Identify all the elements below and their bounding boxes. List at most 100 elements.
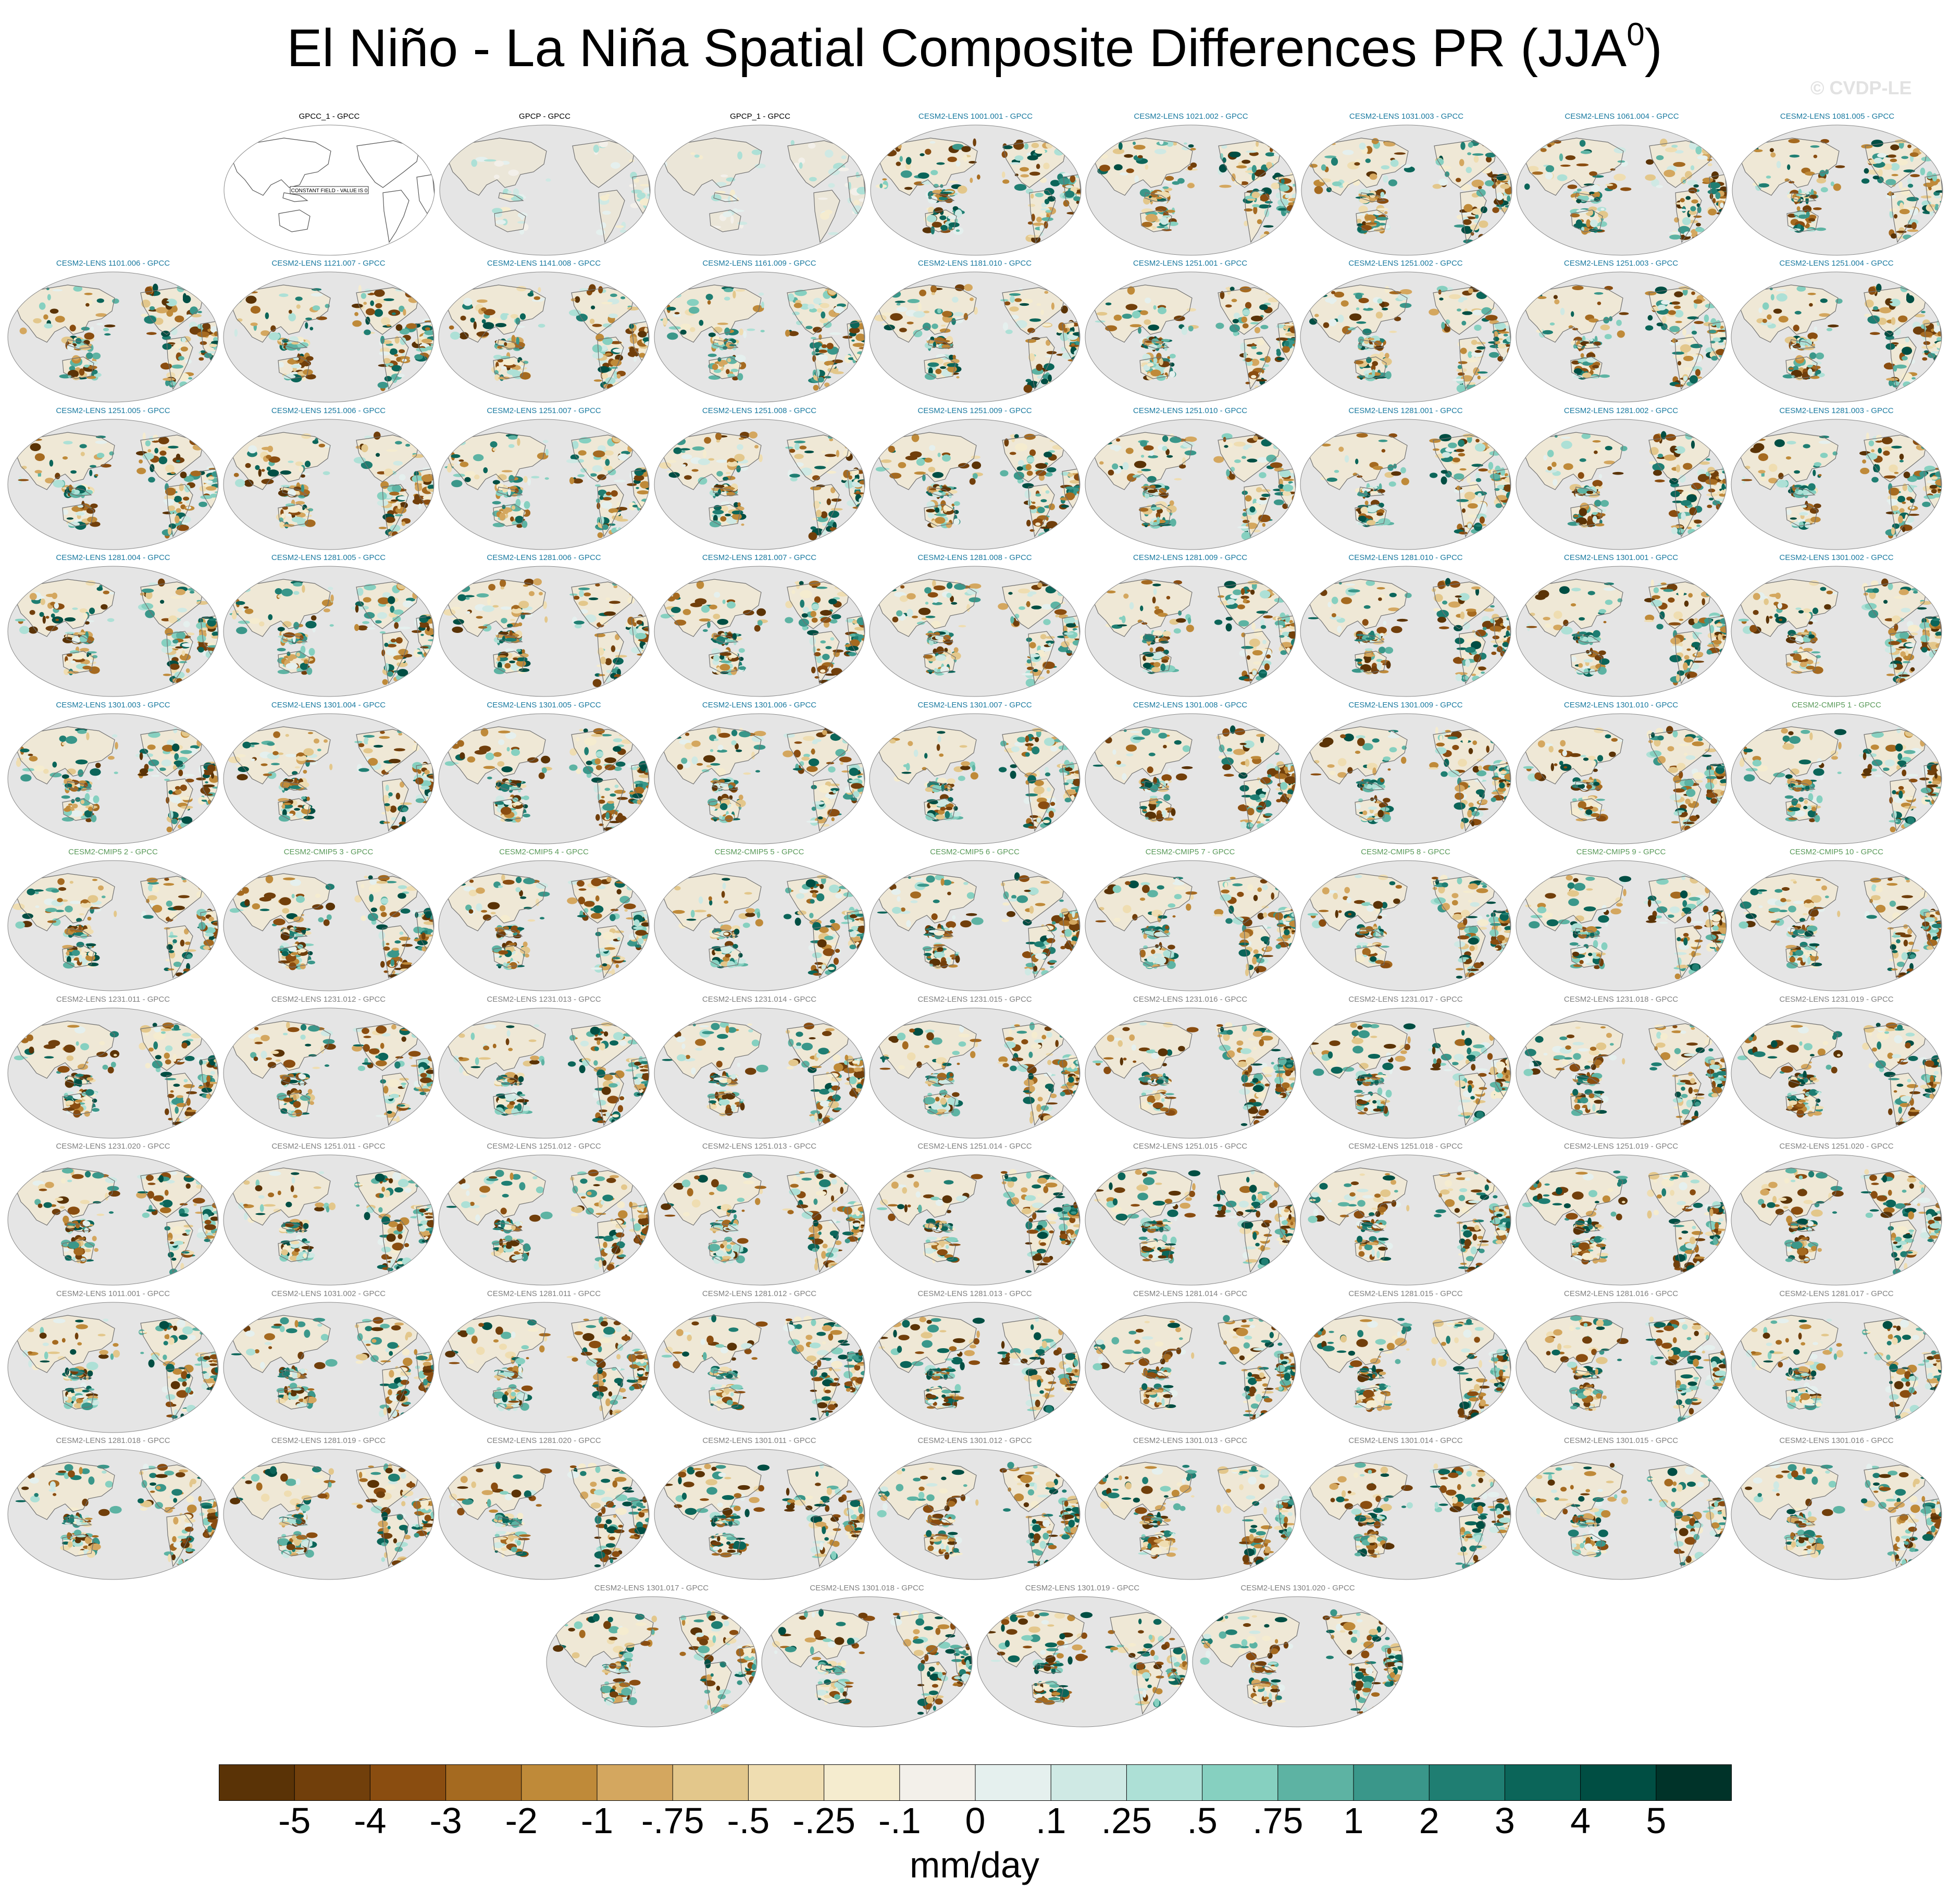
map-panel-title: CESM2-LENS 1161.009 - GPCC [652, 259, 867, 268]
anomaly-cell [489, 318, 500, 323]
anomaly-cell [1148, 325, 1159, 331]
anomaly-cell [789, 474, 800, 477]
anomaly-cell [1474, 325, 1481, 331]
anomaly-cell [1268, 287, 1275, 293]
anomaly-cell [490, 441, 498, 447]
anomaly-cell [395, 507, 406, 514]
anomaly-cell [198, 357, 204, 361]
anomaly-cell [638, 349, 646, 352]
anomaly-cell [1820, 453, 1828, 458]
anomaly-cell [499, 377, 510, 380]
anomaly-cell [741, 524, 744, 526]
anomaly-cell [609, 314, 618, 318]
anomaly-cell [1456, 499, 1469, 502]
anomaly-cell [1680, 198, 1685, 202]
anomaly-cell [952, 297, 959, 303]
anomaly-cell [1369, 338, 1374, 340]
anomaly-cell [1456, 178, 1461, 182]
anomaly-cell [813, 327, 822, 332]
anomaly-cell [821, 312, 825, 318]
anomaly-cell [280, 485, 290, 487]
world-map: CONSTANT FIELD - VALUE IS 0 [221, 122, 437, 258]
anomaly-cell [1489, 451, 1501, 456]
anomaly-cell [920, 153, 924, 156]
anomaly-cell [662, 290, 668, 298]
world-map [1299, 122, 1514, 258]
anomaly-cell [1617, 330, 1624, 338]
anomaly-cell [1312, 140, 1322, 146]
anomaly-cell [898, 462, 907, 468]
anomaly-cell [739, 329, 743, 335]
anomaly-cell [1108, 470, 1114, 476]
anomaly-cell [1145, 297, 1151, 303]
anomaly-cell [1122, 462, 1128, 470]
anomaly-cell [815, 510, 821, 517]
map-panel: CESM2-LENS 1281.003 - GPCC [1729, 406, 1944, 553]
anomaly-cell [318, 444, 325, 447]
anomaly-cell [1649, 461, 1656, 464]
anomaly-cell [1472, 153, 1483, 156]
anomaly-cell [1744, 292, 1747, 296]
anomaly-cell [821, 451, 826, 453]
anomaly-cell [1691, 165, 1694, 170]
anomaly-cell [499, 513, 505, 521]
anomaly-cell [175, 515, 180, 523]
anomaly-cell [726, 369, 730, 374]
anomaly-cell [280, 470, 291, 475]
anomaly-cell [1471, 340, 1478, 345]
anomaly-cell [47, 294, 51, 301]
anomaly-cell [1789, 155, 1799, 158]
anomaly-cell [1261, 439, 1272, 446]
anomaly-cell [1150, 507, 1161, 510]
anomaly-cell [1004, 302, 1011, 306]
anomaly-cell [1376, 312, 1383, 318]
anomaly-cell [1668, 310, 1675, 315]
anomaly-cell [1868, 287, 1876, 295]
anomaly-cell [577, 474, 585, 477]
anomaly-cell [76, 512, 85, 516]
anomaly-cell [85, 303, 90, 307]
anomaly-cell [1711, 171, 1719, 179]
anomaly-cell [291, 365, 300, 368]
anomaly-cell [1770, 152, 1776, 157]
anomaly-cell [1813, 470, 1816, 477]
anomaly-cell [477, 300, 488, 303]
anomaly-cell [400, 338, 406, 345]
anomaly-cell [1044, 188, 1054, 195]
anomaly-cell [1697, 285, 1706, 293]
anomaly-cell [1722, 470, 1729, 474]
anomaly-cell [1276, 192, 1284, 198]
anomaly-cell [1684, 367, 1692, 370]
anomaly-cell [718, 362, 724, 367]
anomaly-cell [1614, 147, 1626, 154]
anomaly-cell [1401, 478, 1409, 485]
anomaly-cell [1485, 315, 1498, 320]
anomaly-cell [1026, 464, 1032, 470]
anomaly-cell [600, 222, 606, 229]
anomaly-cell [1869, 440, 1874, 446]
anomaly-cell [883, 440, 888, 447]
anomaly-cell [1582, 372, 1591, 378]
anomaly-cell [1188, 326, 1193, 331]
anomaly-cell [935, 517, 945, 524]
anomaly-cell [737, 502, 740, 506]
anomaly-cell [1178, 464, 1185, 469]
anomaly-cell [1492, 207, 1499, 213]
anomaly-cell [389, 492, 399, 496]
anomaly-cell [450, 332, 460, 340]
anomaly-cell [198, 502, 207, 507]
anomaly-cell [1184, 142, 1187, 144]
anomaly-cell [1476, 342, 1485, 344]
anomaly-cell [1373, 466, 1383, 470]
anomaly-cell [1547, 144, 1551, 147]
anomaly-cell [926, 215, 936, 222]
anomaly-cell [599, 496, 603, 500]
anomaly-cell [1481, 506, 1487, 514]
anomaly-cell [1522, 448, 1533, 450]
anomaly-cell [1247, 458, 1257, 462]
anomaly-cell [380, 481, 389, 489]
anomaly-cell [606, 492, 612, 495]
anomaly-cell [1224, 445, 1228, 447]
anomaly-cell [712, 510, 724, 515]
anomaly-cell [728, 458, 734, 462]
